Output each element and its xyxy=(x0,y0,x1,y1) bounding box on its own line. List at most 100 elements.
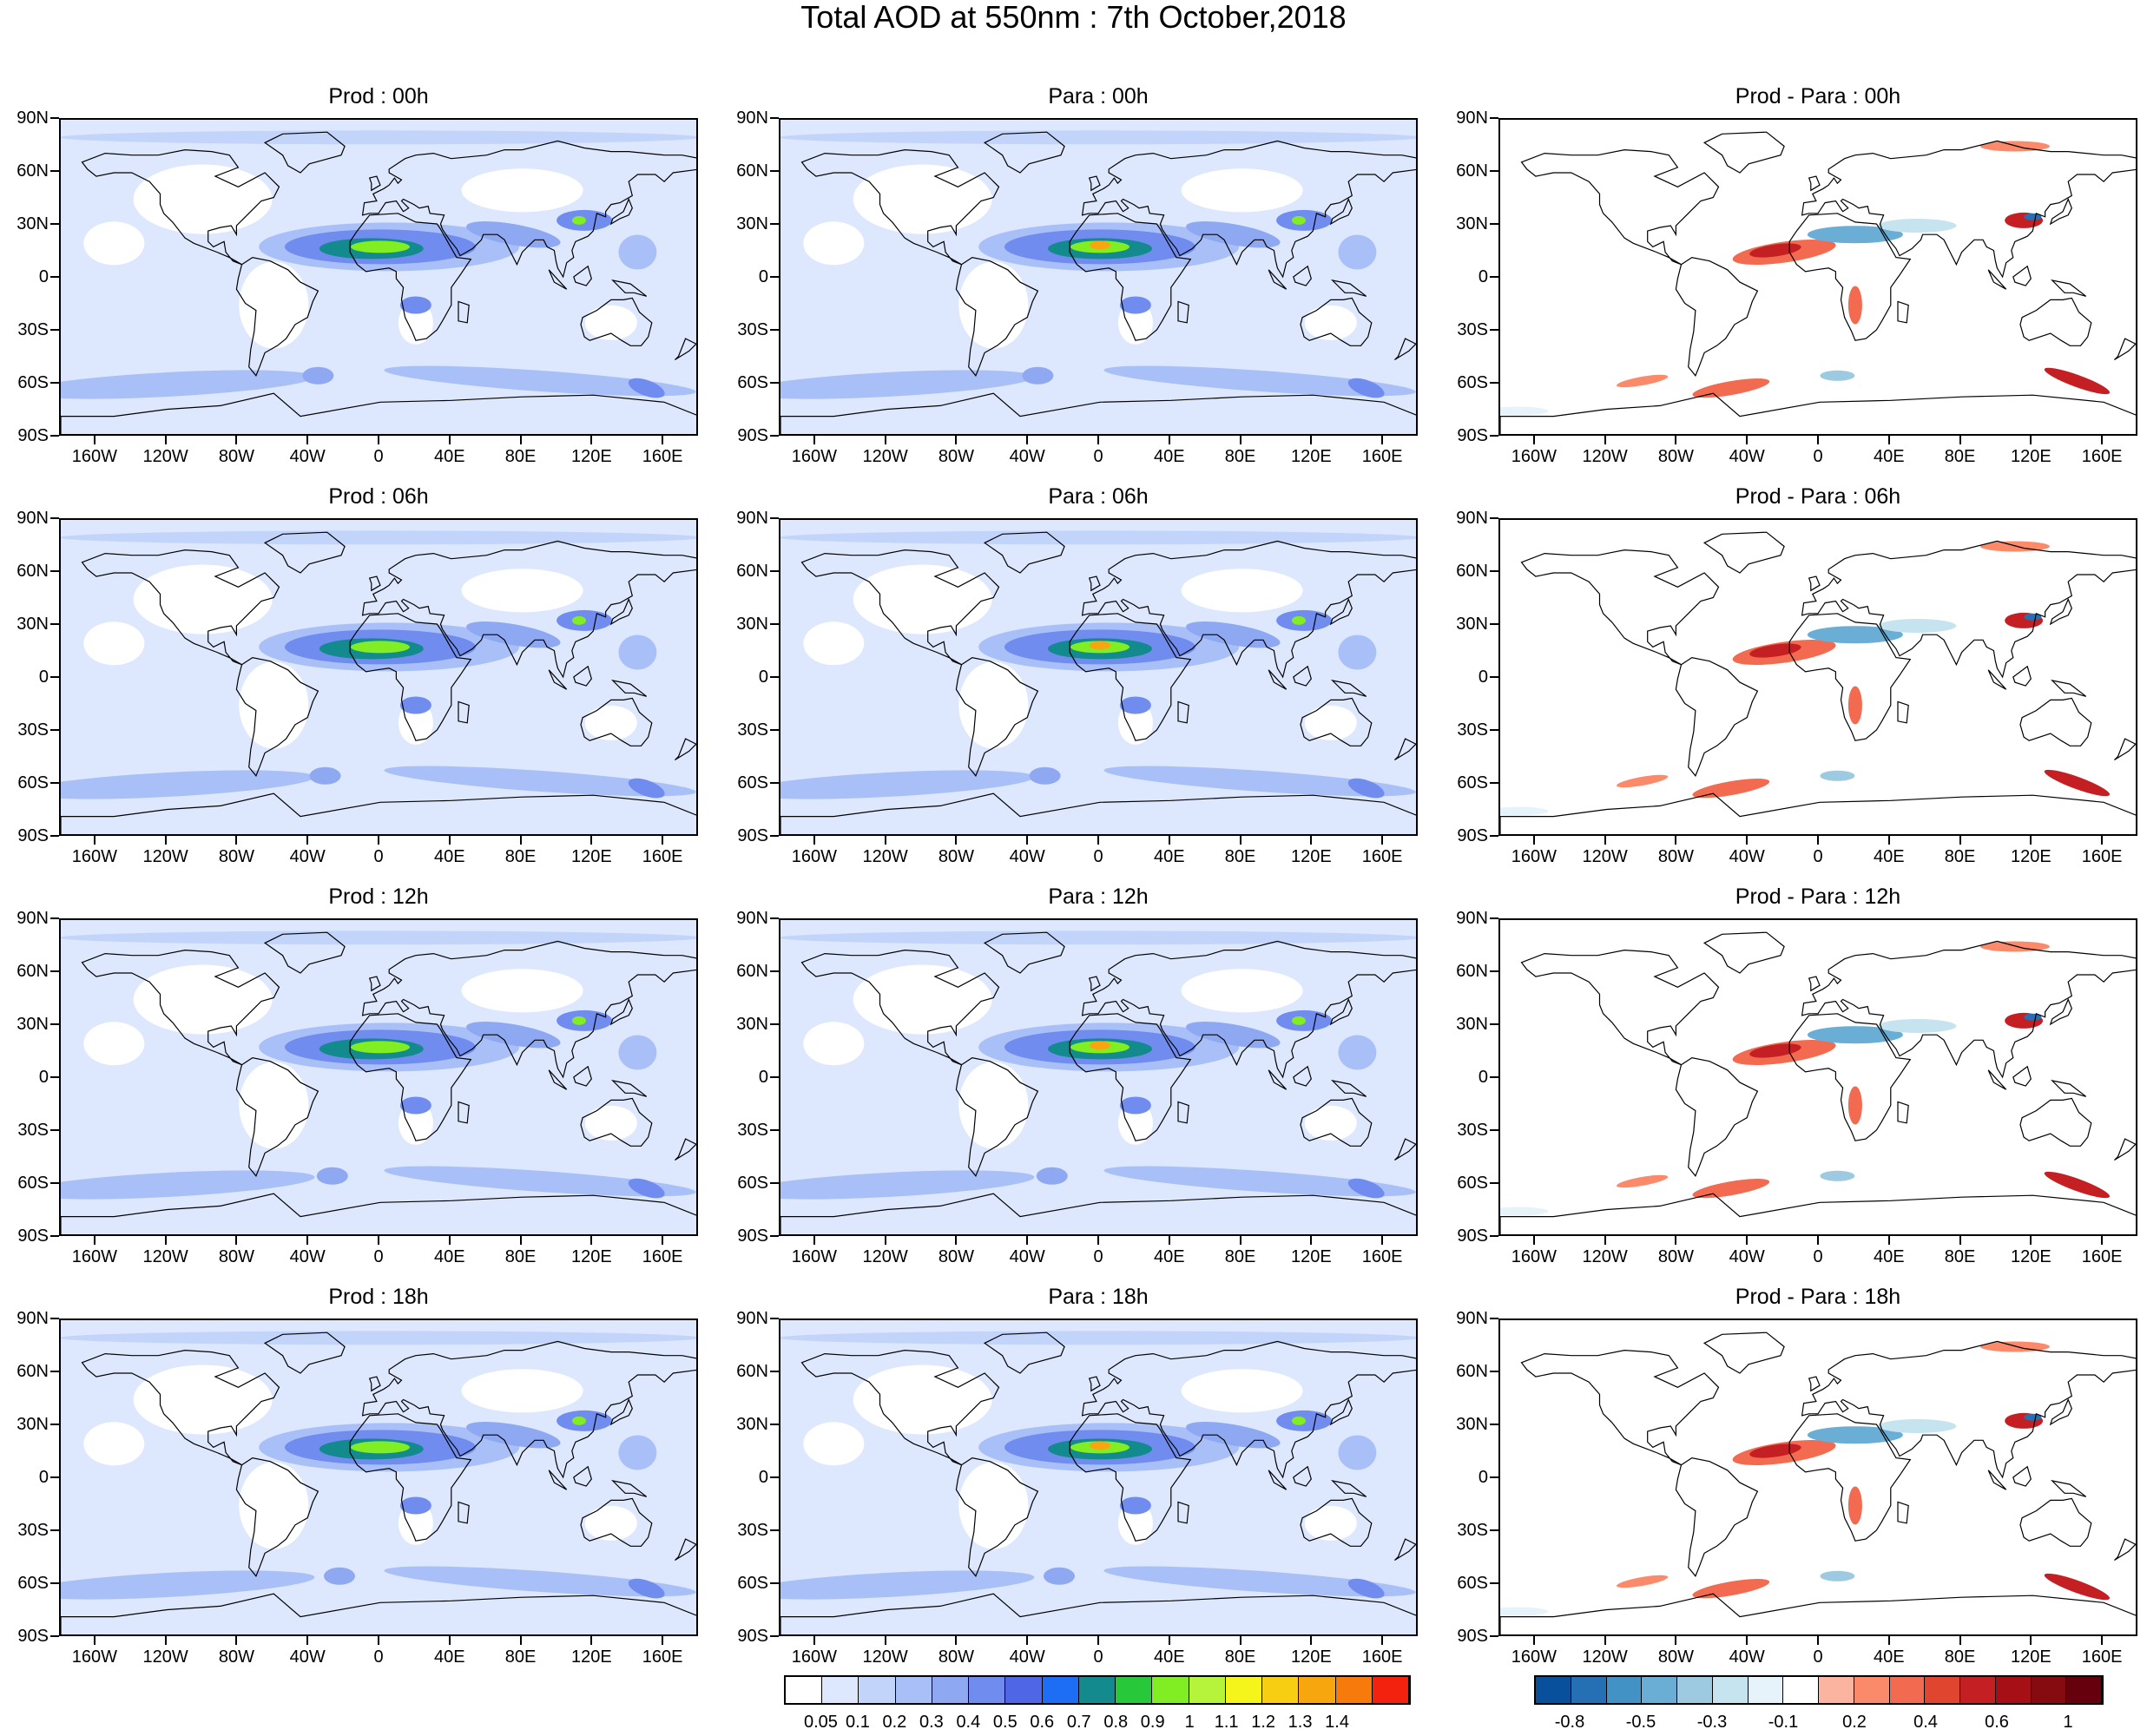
longitude-tick xyxy=(1746,436,1749,444)
longitude-label: 160W xyxy=(791,1247,837,1266)
latitude-label: 30S xyxy=(1457,720,1488,740)
longitude-tick xyxy=(306,436,309,444)
coastline xyxy=(1987,269,2007,290)
positive-difference-southern-africa xyxy=(1847,686,1862,725)
southern-ocean-aerosol-band xyxy=(780,1570,1035,1600)
positive-difference-southern-ocean xyxy=(1617,374,1669,388)
coastline xyxy=(81,949,280,1066)
longitude-tick xyxy=(662,836,664,845)
longitude-tick xyxy=(1604,836,1606,845)
coastline xyxy=(2050,279,2087,297)
latitude-label: 60S xyxy=(1457,1174,1488,1193)
clean-air-region xyxy=(133,564,273,635)
world-map xyxy=(61,120,696,434)
negative-difference-antarctic xyxy=(1500,1607,1549,1616)
east-asia-aerosol-peak xyxy=(1292,1416,1306,1425)
longitude-tick xyxy=(1604,1236,1606,1245)
longitude-tick xyxy=(1097,436,1099,444)
longitude-tick xyxy=(235,1636,238,1645)
positive-difference-atlantic-core xyxy=(1749,1443,1801,1458)
longitude-label: 80E xyxy=(504,447,537,466)
colorbar-label: 0.6 xyxy=(1985,1713,2009,1732)
coastline xyxy=(1300,297,1373,346)
colorbar-label: 1.2 xyxy=(1251,1713,1276,1732)
coastline xyxy=(458,300,470,324)
coastline xyxy=(780,792,1416,834)
longitude-label: 40E xyxy=(1153,1647,1185,1667)
coastline xyxy=(1702,931,1785,974)
southern-africa-biomass-smoke xyxy=(1119,296,1151,314)
colorbar-swatch xyxy=(1677,1677,1713,1703)
latitude-tick xyxy=(770,223,779,225)
colorbar-swatch xyxy=(1189,1677,1226,1703)
longitude-label: 40E xyxy=(433,1247,465,1266)
world-map xyxy=(61,520,696,834)
southern-ocean-aerosol-swirl xyxy=(628,778,665,799)
colorbar-swatch xyxy=(1078,1677,1116,1703)
coastline xyxy=(983,531,1065,574)
longitude-label: 80E xyxy=(1224,1647,1256,1667)
coastline xyxy=(1329,597,1353,626)
latitude-label: 60N xyxy=(736,1362,768,1381)
east-asia-aerosol-peak xyxy=(572,215,586,225)
southern-africa-biomass-smoke xyxy=(1119,1096,1151,1115)
latitude-label: 0 xyxy=(38,667,49,687)
longitude-label: 160W xyxy=(791,1647,837,1667)
south-asia-aerosol xyxy=(466,621,561,648)
latitude-label: 90S xyxy=(17,826,49,845)
clean-air-region xyxy=(83,621,145,666)
coastline xyxy=(81,1349,280,1466)
longitude-tick xyxy=(662,1636,664,1645)
south-asia-aerosol xyxy=(1186,621,1281,648)
longitude-label: 160E xyxy=(1361,1647,1403,1667)
latitude-tick xyxy=(1490,1076,1498,1078)
clean-air-region xyxy=(1304,1505,1357,1541)
map-panel: Prod : 06h 90N 60N 30N 0 30S 60S 90S 160W 120W 80W… xyxy=(16,484,698,865)
coastline xyxy=(349,1013,472,1141)
colorbar-swatch xyxy=(1748,1677,1784,1703)
colorbar-swatch xyxy=(1712,1677,1749,1703)
clean-air-region xyxy=(239,661,309,749)
longitude-tick xyxy=(519,436,522,444)
southern-ocean-aerosol-swirl xyxy=(1022,366,1054,385)
coastline xyxy=(1330,1080,1367,1097)
longitude-tick xyxy=(2101,1636,2104,1645)
coastline xyxy=(1801,140,2136,279)
latitude-label: 0 xyxy=(758,267,768,286)
longitude-label: 40E xyxy=(433,847,465,866)
coastline xyxy=(368,175,381,192)
coastline xyxy=(458,1101,470,1124)
coastline xyxy=(1268,1470,1288,1490)
coastline xyxy=(2113,338,2136,361)
coastline xyxy=(1081,140,1416,279)
colorbar-swatch xyxy=(1116,1677,1153,1703)
longitude-tick xyxy=(1381,1236,1384,1245)
colorbar-swatch xyxy=(1005,1677,1043,1703)
map-panel: Prod : 18h 90N 60N 30N 0 30S 60S 90S 160W 120W 80W… xyxy=(16,1285,698,1666)
latitude-label: 0 xyxy=(758,1068,768,1087)
latitude-tick xyxy=(770,676,779,678)
longitude-tick xyxy=(1168,1636,1170,1645)
world-map xyxy=(1500,531,2136,834)
map-plot-area xyxy=(59,918,698,1236)
latitude-label: 0 xyxy=(1478,667,1488,687)
positive-difference-southern-ocean xyxy=(1617,774,1669,788)
southern-ocean-aerosol-swirl xyxy=(1036,1167,1068,1185)
colorbar-swatch xyxy=(1262,1677,1300,1703)
longitude-tick xyxy=(1381,1636,1384,1645)
clean-air-region xyxy=(803,1022,865,1066)
longitude-tick xyxy=(1310,436,1313,444)
latitude-tick xyxy=(50,1235,59,1237)
latitude-label: 30N xyxy=(16,615,49,634)
coastline xyxy=(1520,949,1720,1066)
latitude-label: 90S xyxy=(17,1226,49,1246)
coastline xyxy=(1393,738,1416,761)
latitude-tick xyxy=(770,1023,779,1025)
saharan-dust-peak xyxy=(1090,1041,1110,1050)
coastline xyxy=(1520,549,1720,666)
latitude-tick xyxy=(1490,782,1498,784)
longitude-label: 40W xyxy=(1729,847,1765,866)
coastline xyxy=(580,1497,653,1547)
coastline xyxy=(1329,197,1353,226)
coastline xyxy=(263,1332,346,1374)
